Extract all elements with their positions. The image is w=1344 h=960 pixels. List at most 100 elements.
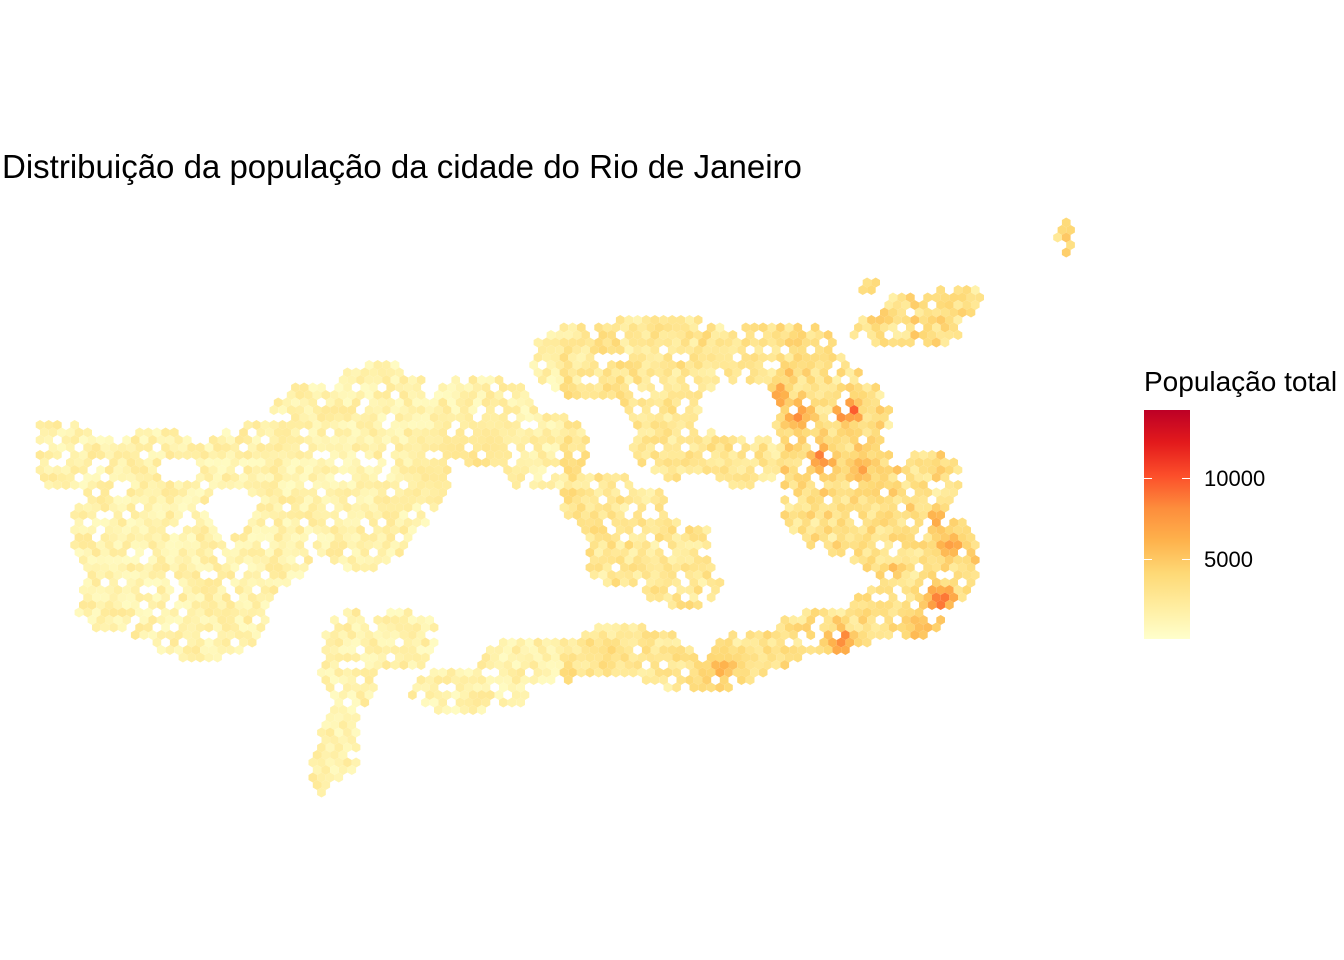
hex-cell — [880, 622, 889, 633]
hex-cell — [117, 517, 127, 528]
hex-cell — [334, 652, 344, 663]
hex-cell — [243, 555, 253, 565]
hex-cell — [750, 637, 759, 648]
hex-cell — [321, 780, 331, 790]
hex-cell — [854, 607, 863, 618]
hex-cell — [776, 322, 785, 333]
hex-cell — [460, 390, 469, 400]
hex-cell — [551, 412, 560, 423]
legend-tick-10000-right — [1182, 478, 1190, 479]
hex-cell — [628, 652, 638, 663]
hex-cell — [273, 472, 283, 483]
hex-cell — [299, 397, 309, 408]
hex-cell — [96, 555, 105, 565]
hex-cell — [880, 307, 889, 318]
hex-cell — [745, 360, 755, 370]
hex-cell — [551, 652, 560, 663]
hex-cell — [343, 532, 352, 543]
hex-cell — [265, 487, 274, 498]
hex-cell — [451, 390, 460, 400]
hex-cell — [421, 397, 430, 408]
hex-cell — [538, 480, 547, 490]
hex-cell — [243, 480, 253, 490]
hex-cell — [693, 540, 703, 550]
hex-cell — [650, 570, 660, 580]
hex-cell — [585, 382, 595, 393]
hex-cell — [390, 615, 400, 625]
hex-cell — [654, 337, 664, 348]
hex-cell — [780, 660, 790, 670]
hex-cell — [667, 315, 677, 325]
hex-cell — [174, 615, 183, 625]
hex-cell — [234, 435, 244, 445]
hex-cell — [143, 607, 153, 618]
hex-cell — [408, 645, 417, 655]
hex-cell — [828, 487, 837, 498]
hex-cell — [776, 382, 785, 393]
hex-cell — [823, 525, 833, 535]
hex-cell — [784, 427, 794, 438]
hex-cell — [841, 495, 850, 505]
hex-cell — [841, 645, 850, 655]
hex-cell — [507, 697, 517, 708]
hex-cell — [200, 600, 209, 610]
legend-tick-5000-right — [1182, 559, 1190, 560]
hex-cell — [191, 570, 201, 580]
hex-cell — [607, 660, 616, 670]
hex-cell — [858, 600, 868, 610]
hex-cell — [602, 622, 612, 633]
hex-cell — [849, 420, 859, 430]
hex-cell — [633, 345, 642, 355]
hex-cell — [317, 427, 326, 438]
hex-cell — [87, 600, 97, 610]
hex-cell — [113, 585, 123, 595]
hex-cell — [312, 780, 322, 790]
hex-cell — [204, 562, 214, 573]
hex-cell — [429, 472, 439, 483]
hex-cell — [789, 480, 798, 490]
hex-cell — [507, 652, 517, 663]
hex-cell — [377, 367, 387, 378]
hex-cell — [784, 412, 794, 423]
hex-cell — [676, 345, 686, 355]
hex-cell — [148, 615, 157, 625]
hex-cell — [888, 472, 898, 483]
hex-cell — [823, 630, 833, 640]
hex-cell — [771, 465, 781, 475]
hex-cell — [776, 412, 785, 423]
hex-cell — [884, 315, 893, 325]
hex-cell — [646, 337, 655, 348]
hex-cell — [356, 615, 365, 625]
hex-cell — [650, 525, 660, 535]
hex-cell — [434, 405, 443, 415]
hex-cell — [810, 607, 820, 618]
hex-cell — [901, 570, 911, 580]
hex-cell — [620, 367, 629, 378]
hex-cell — [832, 450, 842, 460]
hex-cell — [620, 382, 629, 393]
hex-cell — [408, 390, 417, 400]
hex-cell — [667, 660, 677, 670]
hex-cell — [551, 337, 560, 348]
hex-cell — [152, 472, 162, 483]
hex-cell — [884, 540, 893, 550]
hex-cell — [841, 630, 850, 640]
hex-cell — [806, 360, 816, 370]
hex-cell — [161, 517, 170, 528]
hex-cell — [377, 397, 387, 408]
hex-cell — [130, 510, 140, 520]
hex-cell — [338, 420, 348, 430]
hex-cell — [689, 442, 699, 453]
hex-cell — [646, 592, 655, 603]
hex-cell — [321, 660, 331, 670]
hex-cell — [871, 622, 880, 633]
hex-cell — [321, 510, 331, 520]
hex-cell — [724, 682, 733, 693]
hex-cell — [693, 600, 703, 610]
hex-cell — [745, 660, 755, 670]
hex-cell — [148, 540, 157, 550]
hex-cell — [589, 660, 599, 670]
hex-cell — [425, 465, 434, 475]
hex-cell — [698, 667, 707, 678]
hex-cell — [815, 420, 824, 430]
